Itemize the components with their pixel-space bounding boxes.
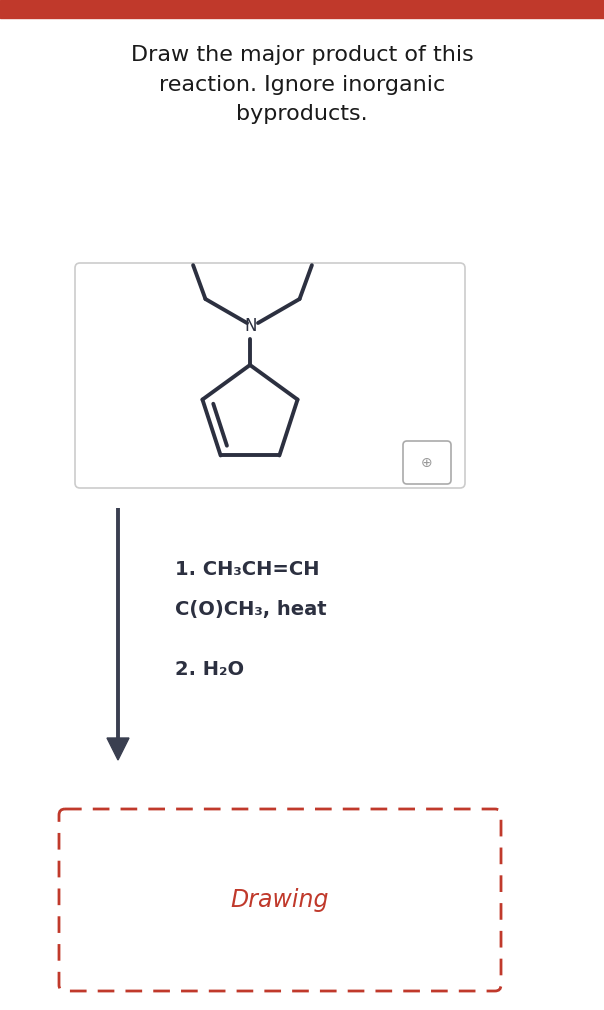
Text: 1. CH₃CH=CH: 1. CH₃CH=CH xyxy=(175,560,320,579)
FancyBboxPatch shape xyxy=(75,263,465,488)
FancyBboxPatch shape xyxy=(59,809,501,991)
Text: 2. H₂O: 2. H₂O xyxy=(175,660,244,679)
Text: Drawing: Drawing xyxy=(231,888,329,912)
Polygon shape xyxy=(107,738,129,760)
FancyBboxPatch shape xyxy=(403,441,451,484)
Text: C(O)CH₃, heat: C(O)CH₃, heat xyxy=(175,600,327,619)
Text: N: N xyxy=(245,317,257,335)
Bar xyxy=(0,0,604,18)
Text: ⊕: ⊕ xyxy=(421,456,433,470)
Text: Draw the major product of this
reaction. Ignore inorganic
byproducts.: Draw the major product of this reaction.… xyxy=(130,45,474,124)
